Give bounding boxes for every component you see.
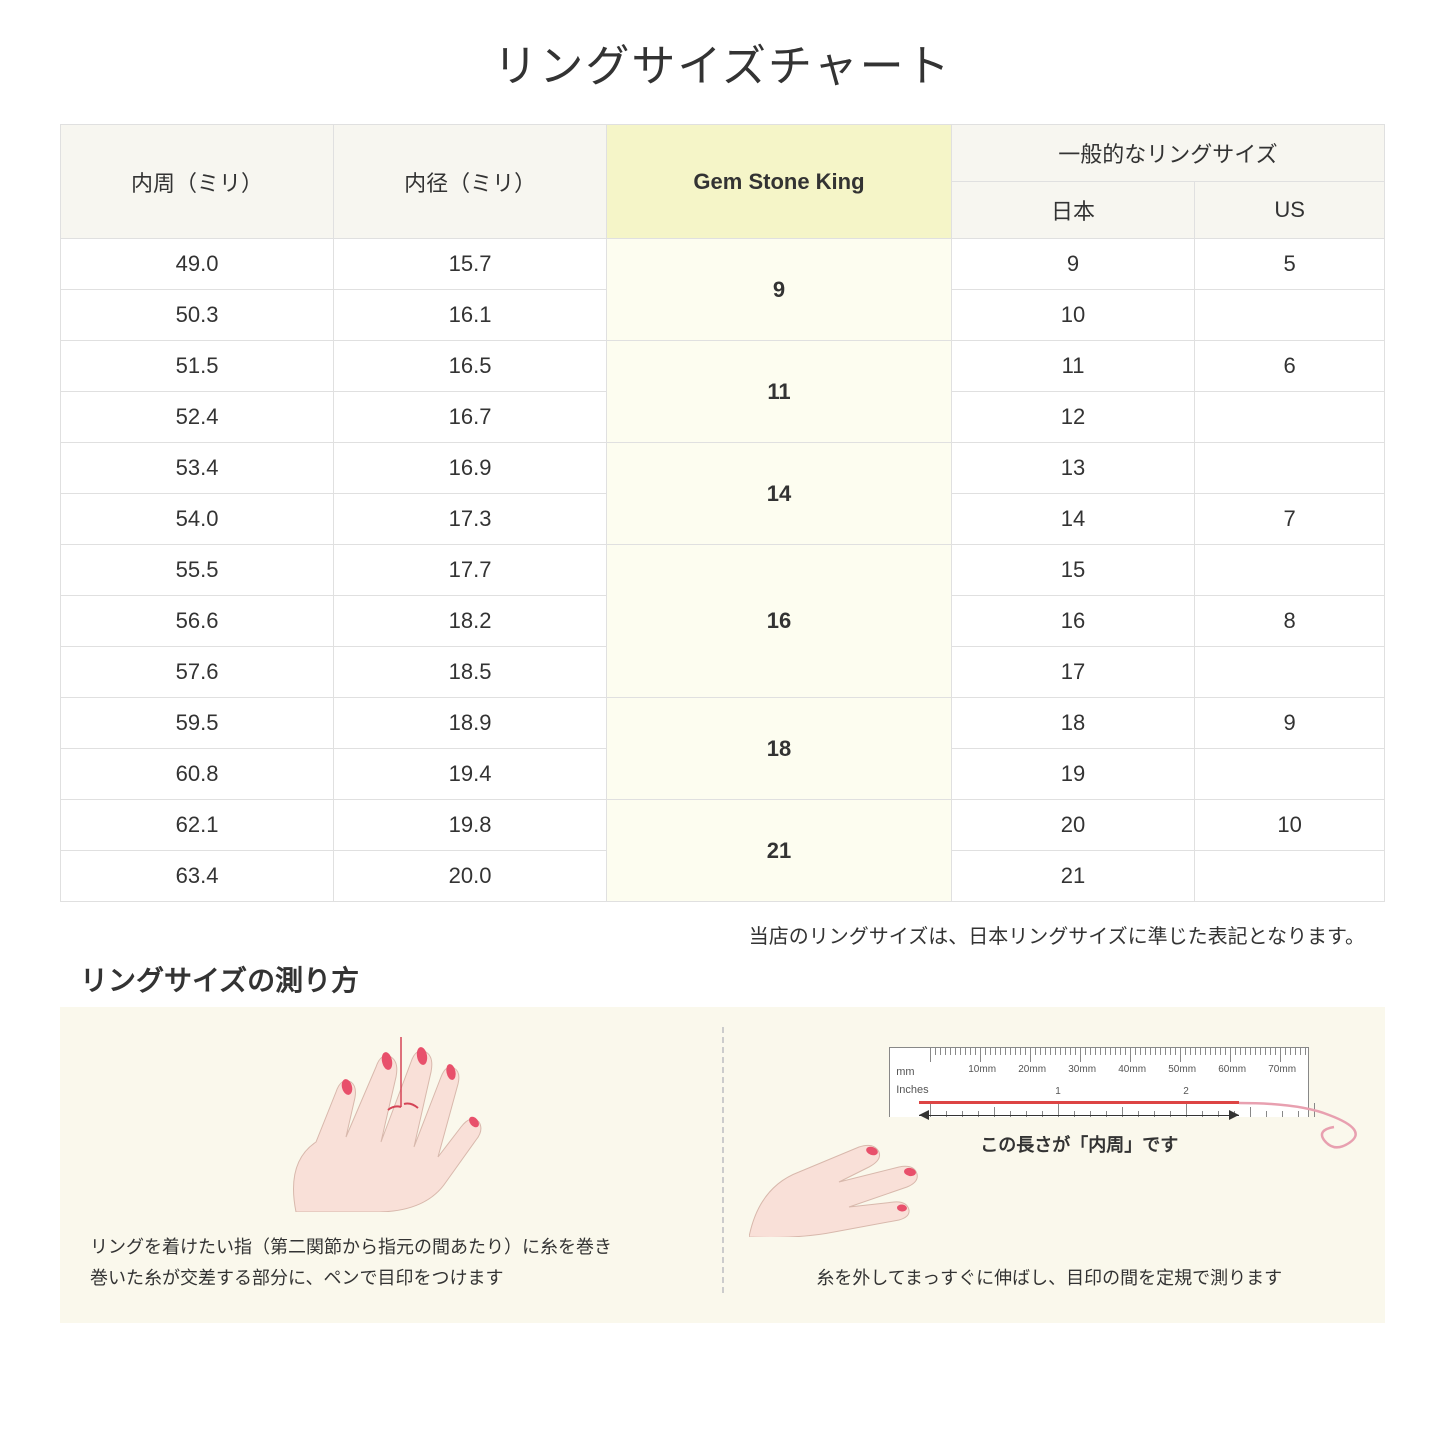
table-row: 55.517.71615 — [61, 545, 1385, 596]
hand-illustration — [90, 1027, 702, 1217]
header-diameter: 内径（ミリ） — [334, 125, 607, 239]
step1-column: リングを着けたい指（第二関節から指元の間あたり）に糸を巻き 巻いた糸が交差する部… — [90, 1027, 702, 1293]
step1-caption: リングを着けたい指（第二関節から指元の間あたり）に糸を巻き 巻いた糸が交差する部… — [90, 1232, 702, 1293]
gsk-size-cell: 14 — [607, 443, 952, 545]
header-circumference: 内周（ミリ） — [61, 125, 334, 239]
gsk-size-cell: 21 — [607, 800, 952, 902]
step2-caption: 糸を外してまっすぐに伸ばし、目印の間を定規で測ります — [744, 1263, 1356, 1294]
measure-subtitle: リングサイズの測り方 — [60, 959, 1385, 999]
table-row: 59.518.918189 — [61, 698, 1385, 749]
table-row: 53.416.91413 — [61, 443, 1385, 494]
gsk-size-cell: 11 — [607, 341, 952, 443]
ruler-inches-label: Inches — [896, 1084, 928, 1096]
size-note: 当店のリングサイズは、日本リングサイズに準じた表記となります。 — [60, 920, 1385, 949]
ruler-illustration: 10mm20mm30mm40mm50mm60mm70mm12 mm Inches… — [744, 1027, 1356, 1217]
measure-label: この長さが「内周」です — [919, 1131, 1239, 1157]
gsk-size-cell: 16 — [607, 545, 952, 698]
ruler: 10mm20mm30mm40mm50mm60mm70mm12 mm Inches… — [889, 1047, 1309, 1117]
hand-thread-icon — [246, 1032, 546, 1212]
instructions-panel: リングを着けたい指（第二関節から指元の間あたり）に糸を巻き 巻いた糸が交差する部… — [60, 1007, 1385, 1323]
page-title: リングサイズチャート — [60, 30, 1385, 94]
step2-column: 10mm20mm30mm40mm50mm60mm70mm12 mm Inches… — [744, 1027, 1356, 1293]
header-us: US — [1195, 182, 1385, 239]
gsk-size-cell: 9 — [607, 239, 952, 341]
table-row: 62.119.8212010 — [61, 800, 1385, 851]
header-common: 一般的なリングサイズ — [951, 125, 1384, 182]
size-chart-table: 内周（ミリ） 内径（ミリ） Gem Stone King 一般的なリングサイズ … — [60, 124, 1385, 902]
ruler-mm-label: mm — [896, 1066, 914, 1078]
thread-line — [919, 1101, 1239, 1104]
header-jp: 日本 — [951, 182, 1194, 239]
table-row: 49.015.7995 — [61, 239, 1385, 290]
thread-curl-icon — [1239, 1095, 1379, 1155]
gsk-size-cell: 18 — [607, 698, 952, 800]
header-gsk: Gem Stone King — [607, 125, 952, 239]
table-row: 51.516.511116 — [61, 341, 1385, 392]
column-divider — [722, 1027, 724, 1293]
